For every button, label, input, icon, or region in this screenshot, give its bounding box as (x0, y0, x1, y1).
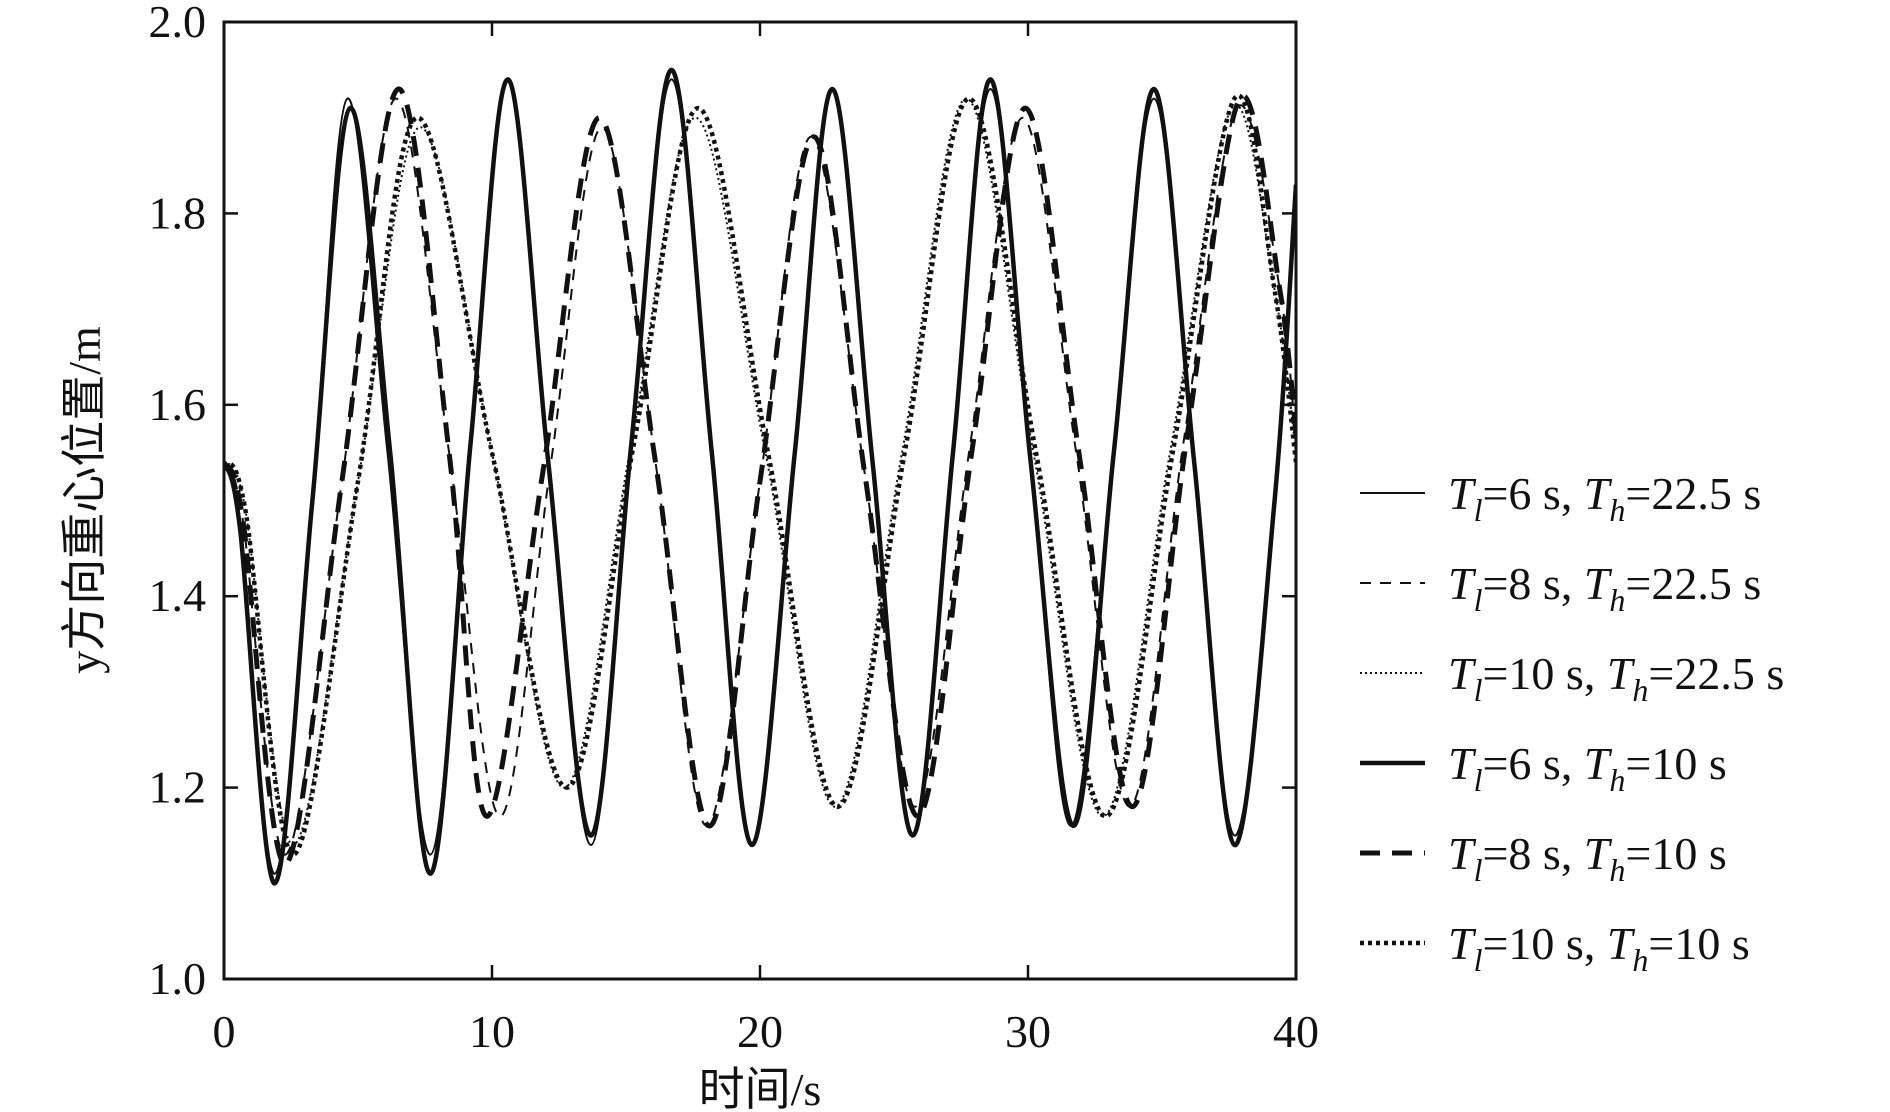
legend-label-2: Tl=8 s, Th=22.5 s (1448, 558, 1761, 618)
y-tick-label: 1.4 (149, 570, 207, 621)
x-tick-label: 40 (1273, 1006, 1319, 1057)
ticks-layer: 0 10 20 30 40 1.0 1.2 1.4 1.6 1.8 2.0 (149, 0, 1320, 1057)
legend-label-4: Tl=6 s, Th=10 s (1448, 738, 1727, 798)
y-tick-label: 1.2 (149, 762, 207, 813)
x-tick-label: 30 (1005, 1006, 1051, 1057)
y-tick-label: 2.0 (149, 0, 207, 47)
x-tick-label: 0 (213, 1006, 236, 1057)
series-line-2 (224, 97, 1296, 856)
legend: Tl=6 s, Th=22.5 s Tl=8 s, Th=22.5 s Tl=10 … (1360, 468, 1784, 978)
x-tick-label: 20 (737, 1006, 783, 1057)
series-layer (224, 67, 1296, 886)
plot-frame (222, 20, 1298, 981)
legend-label-3: Tl=10 s, Th=22.5 s (1448, 648, 1784, 708)
series-line-4 (224, 67, 1296, 886)
series-line-6 (224, 93, 1296, 857)
series-line-5 (224, 86, 1296, 867)
legend-label-1: Tl=6 s, Th=22.5 s (1448, 468, 1761, 528)
y-axis-title: y方向重心位置/m (59, 326, 110, 674)
y-tick-label: 1.0 (149, 953, 207, 1004)
legend-label-5: Tl=8 s, Th=10 s (1448, 828, 1727, 888)
y-tick-label: 1.8 (149, 187, 207, 238)
x-axis-title: 时间/s (699, 1064, 822, 1112)
x-tick-label: 10 (469, 1006, 515, 1057)
legend-label-6: Tl=10 s, Th=10 s (1448, 918, 1750, 978)
series-line-3 (224, 97, 1296, 847)
y-tick-label: 1.6 (149, 379, 207, 430)
